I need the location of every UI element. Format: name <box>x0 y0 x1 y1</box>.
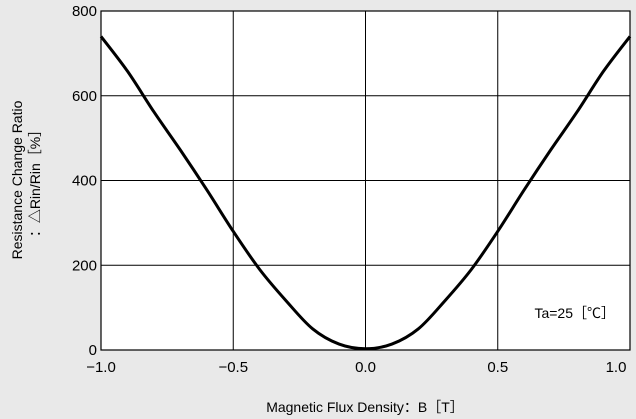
grid <box>101 11 630 350</box>
y-axis-label-line1: Resistance Change Ratio <box>9 100 25 259</box>
series-line-0 <box>99 35 632 351</box>
x-tick-labels: −1.0 −0.5 0.0 0.5 1.0 <box>86 359 626 376</box>
x-tick-label: 0.0 <box>355 359 376 376</box>
y-tick-label: 400 <box>72 173 97 190</box>
annotation: Ta=25［℃］ <box>534 305 615 321</box>
y-tick-label: 800 <box>72 3 97 20</box>
x-tick-label: −1.0 <box>86 359 116 376</box>
y-tick-label: 200 <box>72 257 97 274</box>
y-tick-label: 0 <box>89 342 97 359</box>
x-tick-label: 0.5 <box>487 359 508 376</box>
y-tick-label: 600 <box>72 88 97 105</box>
y-axis-label-line2: ：△Rin/Rin［%］ <box>27 123 43 237</box>
x-axis-label: Magnetic Flux Density：B［T］ <box>266 399 464 415</box>
y-tick-labels: 0 200 400 600 800 <box>72 3 97 359</box>
x-tick-label: 1.0 <box>606 359 627 376</box>
x-tick-label: −0.5 <box>218 359 248 376</box>
curve-layer <box>99 35 632 351</box>
